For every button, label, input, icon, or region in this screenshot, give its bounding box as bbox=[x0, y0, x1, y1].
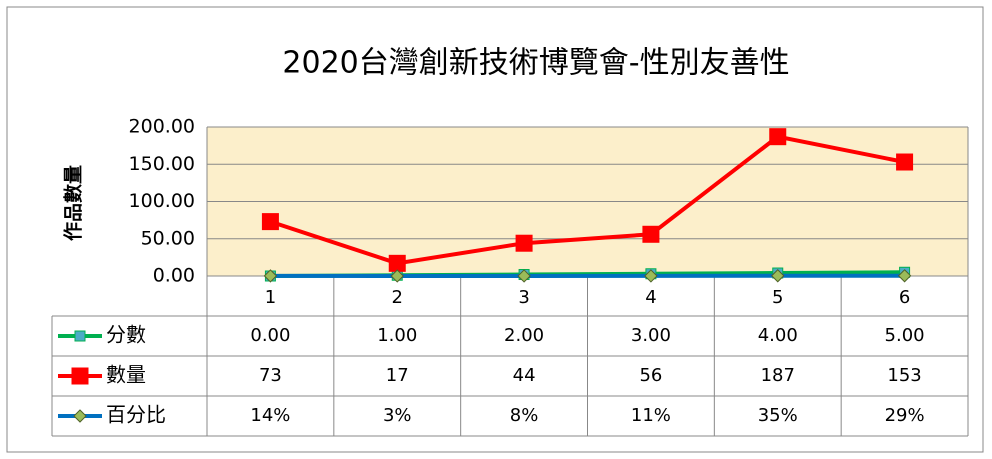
legend-label: 分數 bbox=[106, 323, 146, 347]
data-point bbox=[390, 269, 404, 283]
legend-marker bbox=[71, 367, 89, 385]
table-value: 187 bbox=[761, 365, 795, 386]
y-axis-title: 作品數量 bbox=[62, 165, 85, 241]
data-point bbox=[896, 153, 914, 171]
legend-marker bbox=[73, 409, 87, 423]
data-point bbox=[771, 269, 785, 283]
y-tick-label: 100.00 bbox=[129, 190, 195, 212]
data-point bbox=[644, 269, 658, 283]
x-tick-label: 5 bbox=[772, 287, 783, 308]
table-value: 73 bbox=[259, 365, 282, 386]
data-point bbox=[517, 269, 531, 283]
table-value: 153 bbox=[887, 365, 921, 386]
table-value: 14% bbox=[250, 405, 290, 426]
data-point bbox=[515, 234, 533, 252]
series-line bbox=[269, 134, 905, 266]
data-point bbox=[261, 213, 279, 231]
data-point bbox=[769, 128, 787, 146]
table-value: 35% bbox=[758, 405, 798, 426]
y-tick-label: 50.00 bbox=[141, 227, 195, 249]
table-value: 3% bbox=[383, 405, 412, 426]
legend-label: 數量 bbox=[106, 363, 146, 387]
legend-label: 百分比 bbox=[106, 403, 166, 427]
table-value: 44 bbox=[513, 365, 536, 386]
table-value: 56 bbox=[639, 365, 662, 386]
x-tick-label: 1 bbox=[265, 287, 276, 308]
table-value: 5.00 bbox=[885, 325, 925, 346]
table-value: 2.00 bbox=[504, 325, 544, 346]
y-tick-label: 200.00 bbox=[129, 116, 195, 138]
table-value: 1.00 bbox=[377, 325, 417, 346]
x-tick-label: 4 bbox=[645, 287, 656, 308]
table-value: 0.00 bbox=[250, 325, 290, 346]
y-tick-label: 0.00 bbox=[153, 265, 195, 287]
legend-marker bbox=[74, 330, 86, 342]
data-point bbox=[263, 269, 278, 283]
y-tick-label: 150.00 bbox=[129, 153, 195, 175]
table-value: 8% bbox=[510, 405, 539, 426]
table-value: 11% bbox=[631, 405, 671, 426]
data-point bbox=[388, 254, 406, 272]
x-tick-label: 2 bbox=[392, 287, 403, 308]
data-point bbox=[897, 269, 912, 283]
x-tick-label: 3 bbox=[518, 287, 529, 308]
data-point bbox=[642, 225, 660, 243]
table-value: 4.00 bbox=[758, 325, 798, 346]
table-value: 3.00 bbox=[631, 325, 671, 346]
chart-title: 2020台灣創新技術博覽會-性別友善性 bbox=[282, 46, 789, 81]
table-value: 17 bbox=[386, 365, 409, 386]
table-value: 29% bbox=[885, 405, 925, 426]
x-tick-label: 6 bbox=[899, 287, 910, 308]
